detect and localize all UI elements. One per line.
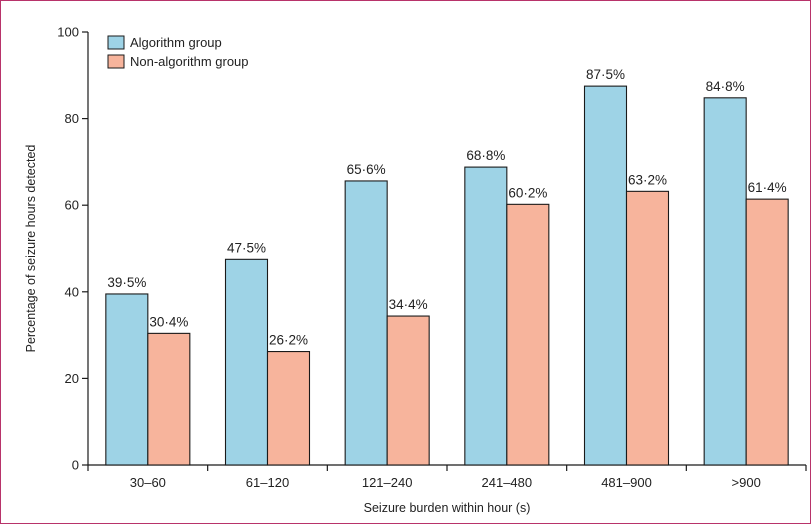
bar-algorithm xyxy=(703,97,747,466)
x-tick-label: 61–120 xyxy=(246,475,289,490)
y-tick-label: 20 xyxy=(65,371,79,386)
data-label: 26·2% xyxy=(269,333,308,348)
bar-algorithm xyxy=(583,85,628,466)
bar-algorithm xyxy=(464,166,508,466)
data-label: 84·8% xyxy=(706,79,745,94)
y-axis-title: Percentage of seizure hours detected xyxy=(24,145,38,353)
y-tick-label: 60 xyxy=(65,198,79,213)
bar-non-algorithm xyxy=(745,198,789,466)
data-label: 61·4% xyxy=(748,180,787,195)
bar-non-algorithm xyxy=(386,315,430,466)
x-axis-title: Seizure burden within hour (s) xyxy=(364,501,531,515)
data-label: 47·5% xyxy=(227,240,266,255)
x-tick-label: 30–60 xyxy=(130,475,166,490)
data-label: 34·4% xyxy=(389,297,428,312)
legend-swatch xyxy=(107,35,125,50)
bar-non-algorithm xyxy=(266,351,311,466)
y-tick-label: 80 xyxy=(65,111,79,126)
data-label: 68·8% xyxy=(466,148,505,163)
y-axis: 0 20 40 60 80 100 xyxy=(57,25,89,473)
y-tick-label: 0 xyxy=(72,458,79,473)
value-labels: 39·5% 30·4% 47·5% 26·2% 65·6% 34·4% 68·8% 60·2%… xyxy=(107,67,786,347)
x-tick-label: 241–480 xyxy=(482,475,533,490)
bar-algorithm xyxy=(344,180,388,466)
x-tick-label: 481–900 xyxy=(601,475,652,490)
bar-algorithm xyxy=(224,258,269,466)
legend-label: Algorithm group xyxy=(130,35,222,50)
data-label: 39·5% xyxy=(107,275,146,290)
data-label: 63·2% xyxy=(628,172,667,187)
data-label: 60·2% xyxy=(508,185,547,200)
x-axis: 30–60 61–120 121–240 241–480 481–900 >900 xyxy=(87,464,807,490)
data-label: 30·4% xyxy=(149,314,188,329)
x-tick-label: >900 xyxy=(732,475,761,490)
bar-algorithm xyxy=(105,293,149,466)
bar-non-algorithm xyxy=(147,332,191,466)
legend-label: Non-algorithm group xyxy=(130,54,249,69)
data-label: 65·6% xyxy=(347,162,386,177)
bar-non-algorithm xyxy=(625,190,670,466)
data-label: 87·5% xyxy=(586,67,625,82)
y-tick-label: 40 xyxy=(65,284,79,299)
x-tick-label: 121–240 xyxy=(362,475,413,490)
legend: Algorithm group Non-algorithm group xyxy=(107,35,249,69)
bar-non-algorithm xyxy=(506,203,550,466)
y-tick-label: 100 xyxy=(57,25,79,40)
legend-swatch xyxy=(107,54,125,69)
bars xyxy=(105,85,789,466)
